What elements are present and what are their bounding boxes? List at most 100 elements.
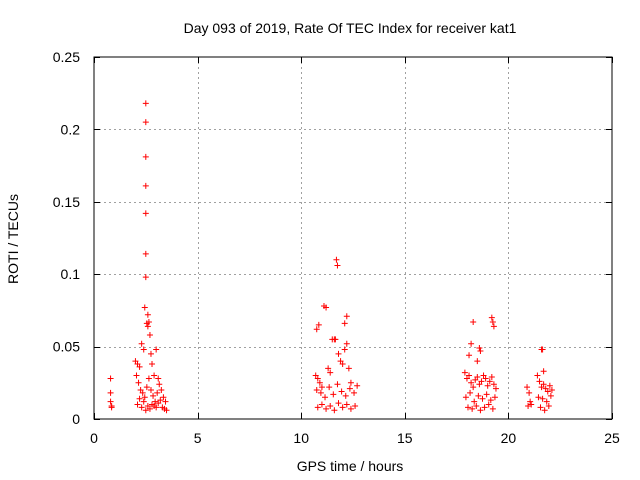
axis-ticks: 0 5 10 15 20 25 0 0.05 0.1 0.15 0.2 0.25 (53, 49, 620, 446)
data-point (471, 398, 478, 405)
data-point (524, 384, 531, 391)
data-point (138, 404, 145, 411)
data-point (323, 405, 330, 412)
data-point (527, 398, 534, 405)
y-tick-label: 0.25 (53, 49, 80, 65)
data-point (476, 345, 483, 352)
data-point (326, 384, 333, 391)
data-point (343, 340, 350, 347)
data-point (107, 398, 114, 405)
data-point (339, 360, 346, 367)
data-point (535, 394, 542, 401)
data-point (314, 375, 321, 382)
data-point (491, 394, 498, 401)
data-point (526, 389, 533, 396)
data-point (528, 401, 535, 408)
data-point (539, 395, 546, 402)
data-point (464, 404, 471, 411)
data-point (327, 402, 334, 409)
data-point (147, 387, 154, 394)
y-tick-label: 0.2 (61, 121, 81, 137)
data-point (543, 398, 550, 405)
x-axis-label: GPS time / hours (297, 458, 404, 474)
data-point (157, 397, 164, 404)
data-point (346, 385, 353, 392)
data-point (162, 398, 169, 405)
data-point (142, 407, 149, 414)
data-point (142, 119, 149, 126)
data-point (548, 387, 555, 394)
data-point (347, 405, 354, 412)
data-point (136, 395, 143, 402)
data-point (147, 350, 154, 357)
y-tick-label: 0 (72, 411, 80, 427)
data-point (317, 389, 324, 396)
data-point (327, 369, 334, 376)
data-point (339, 404, 346, 411)
data-point (486, 378, 493, 385)
data-point (487, 397, 494, 404)
data-point (477, 347, 484, 354)
y-tick-label: 0.1 (61, 266, 81, 282)
data-point (474, 358, 481, 365)
data-point (160, 394, 167, 401)
data-point (537, 404, 544, 411)
data-point (467, 389, 474, 396)
data-point (134, 401, 141, 408)
data-point (547, 392, 554, 399)
data-point (540, 368, 547, 375)
data-point (313, 326, 320, 333)
data-point (546, 382, 553, 389)
data-point (140, 346, 147, 353)
data-point (492, 385, 499, 392)
data-point (545, 402, 552, 409)
data-point (153, 404, 160, 411)
data-point (156, 381, 163, 388)
data-point (145, 318, 152, 325)
data-point (479, 395, 486, 402)
data-point (478, 378, 485, 385)
x-tick-label: 0 (90, 430, 98, 446)
y-axis-label: ROTI / TECUs (5, 194, 21, 284)
data-point (534, 372, 541, 379)
data-point (341, 320, 348, 327)
data-point (343, 401, 350, 408)
data-point (488, 374, 495, 381)
data-point (323, 304, 330, 311)
data-point (316, 379, 323, 386)
data-point (150, 392, 157, 399)
data-point (470, 384, 477, 391)
data-point (332, 336, 339, 343)
x-tick-label: 5 (194, 430, 202, 446)
data-points (107, 100, 555, 414)
data-point (144, 323, 151, 330)
data-point (153, 346, 160, 353)
data-point (141, 394, 148, 401)
data-point (342, 392, 349, 399)
data-point (107, 389, 114, 396)
data-point (482, 375, 489, 382)
data-point (108, 404, 115, 411)
data-point (318, 384, 325, 391)
x-tick-label: 15 (397, 430, 413, 446)
data-point (142, 153, 149, 160)
data-point (484, 382, 491, 389)
data-point (145, 375, 152, 382)
data-point (343, 313, 350, 320)
data-point (540, 381, 547, 388)
data-point (333, 256, 340, 263)
data-point (474, 374, 481, 381)
data-point (341, 346, 348, 353)
data-point (475, 392, 482, 399)
data-point (155, 375, 162, 382)
data-point (315, 321, 322, 328)
y-tick-label: 0.15 (53, 194, 80, 210)
grid-lines (94, 57, 612, 419)
data-point (351, 389, 358, 396)
data-point (143, 384, 150, 391)
data-point (139, 389, 146, 396)
data-point (473, 402, 480, 409)
data-point (141, 304, 148, 311)
